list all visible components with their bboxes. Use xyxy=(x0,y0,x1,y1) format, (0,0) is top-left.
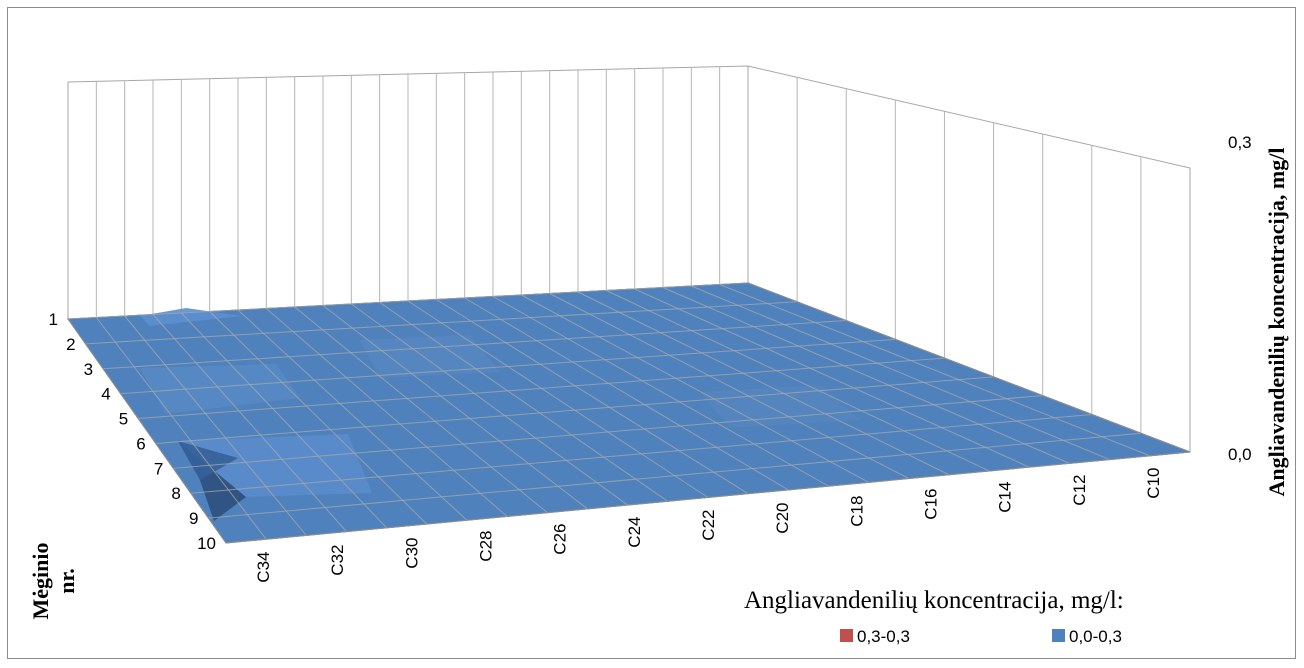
carbon-tick-label: C26 xyxy=(551,524,570,555)
carbon-tick-label: C22 xyxy=(699,510,718,541)
sample-tick-label: 2 xyxy=(66,335,75,354)
floor-gridline xyxy=(691,285,1110,461)
carbon-tick-label: C24 xyxy=(625,517,644,548)
sample-tick-label: 9 xyxy=(189,509,198,528)
floor-gridline xyxy=(549,293,910,479)
floor-gridline xyxy=(351,303,628,506)
floor-gridline xyxy=(577,291,950,476)
carbon-tick-label: C16 xyxy=(921,489,940,520)
carbon-tick-label: C12 xyxy=(1070,475,1089,506)
floor-gridline xyxy=(606,290,990,472)
floor-gridline xyxy=(124,315,307,536)
carbon-tick-label: C32 xyxy=(328,545,347,576)
carbon-tick-label: C14 xyxy=(996,482,1015,513)
floor-gridline xyxy=(436,299,749,495)
sample-tick-label: 4 xyxy=(101,385,110,404)
carbon-tick-labels: C34 C32 C30 C28 C26 C24 C22 C20 C18 C16 C14 C12 C10 xyxy=(254,468,1163,583)
floor-gridline xyxy=(492,296,829,487)
floor-gridline xyxy=(266,308,508,517)
legend-swatch xyxy=(840,629,853,642)
floor-gridline xyxy=(95,317,267,540)
carbon-tick-label: C28 xyxy=(477,531,496,562)
right-axis-line xyxy=(747,282,1191,453)
carbon-tick-label: C34 xyxy=(254,552,273,583)
floor-gridline xyxy=(138,357,945,420)
carbon-tick-label: C20 xyxy=(773,503,792,534)
x-axis-title-line2: nr. xyxy=(54,568,79,593)
left-axis-line xyxy=(67,318,227,544)
floor-gridline xyxy=(662,287,1070,464)
surface-bump xyxy=(140,308,242,326)
sample-tick-label: 3 xyxy=(84,360,93,379)
legend-title: Angliavandenilių koncentracija, mg/l: xyxy=(744,587,1124,614)
sample-tick-label: 10 xyxy=(197,534,216,553)
concentration-tick-label: 0,3 xyxy=(1228,133,1252,152)
floor-gridline xyxy=(322,305,588,510)
carbon-tick-label: C30 xyxy=(402,538,421,569)
chart-walls xyxy=(67,65,1191,453)
floor-gridlines xyxy=(67,282,1191,544)
concentration-tick-labels: 0,0 0,3 xyxy=(1228,133,1252,464)
surface-bump xyxy=(700,385,860,428)
floor-gridline xyxy=(294,306,548,514)
surface-bump xyxy=(178,441,238,480)
floor-gridline xyxy=(237,309,468,521)
legend-label: 0,3-0,3 xyxy=(857,627,910,646)
floor-gridline xyxy=(152,314,347,532)
sample-tick-label: 5 xyxy=(119,410,128,429)
floor-gridline xyxy=(634,288,1030,468)
floor-gridline xyxy=(190,413,1092,494)
floor-gridline xyxy=(155,376,994,444)
floor-gridline xyxy=(209,311,428,525)
sample-tick-label: 7 xyxy=(154,459,163,478)
carbon-tick-label: C10 xyxy=(1144,468,1163,499)
sample-tick-label: 1 xyxy=(49,310,58,329)
x-axis-title-line1: Mėginio xyxy=(28,543,53,620)
floor-gridline xyxy=(173,395,1043,469)
floor-gridline xyxy=(719,284,1151,457)
front-axis-line xyxy=(225,451,1191,544)
floor-gridline xyxy=(85,301,798,345)
floor-gridline xyxy=(103,320,847,370)
floor-gridline xyxy=(379,302,669,502)
legend-label: 0,0-0,3 xyxy=(1069,627,1122,646)
carbon-tick-label: C18 xyxy=(847,496,866,527)
legend: 0,3-0,3 0,0-0,3 xyxy=(840,627,1122,646)
floor-gridline xyxy=(67,282,749,320)
z-axis-title: Angliavandenilių koncentracija, mg/l xyxy=(1264,148,1289,497)
legend-swatch xyxy=(1052,629,1065,642)
floor-gridline xyxy=(180,312,388,529)
floor-gridline xyxy=(120,338,896,395)
floor-gridline xyxy=(407,300,709,498)
floor-gridline xyxy=(208,432,1141,519)
sample-tick-label: 6 xyxy=(136,434,145,453)
concentration-tick-label: 0,0 xyxy=(1228,445,1252,464)
sample-tick-label: 8 xyxy=(171,484,180,503)
floor-gridline xyxy=(464,297,789,491)
floor-gridline xyxy=(521,294,869,483)
